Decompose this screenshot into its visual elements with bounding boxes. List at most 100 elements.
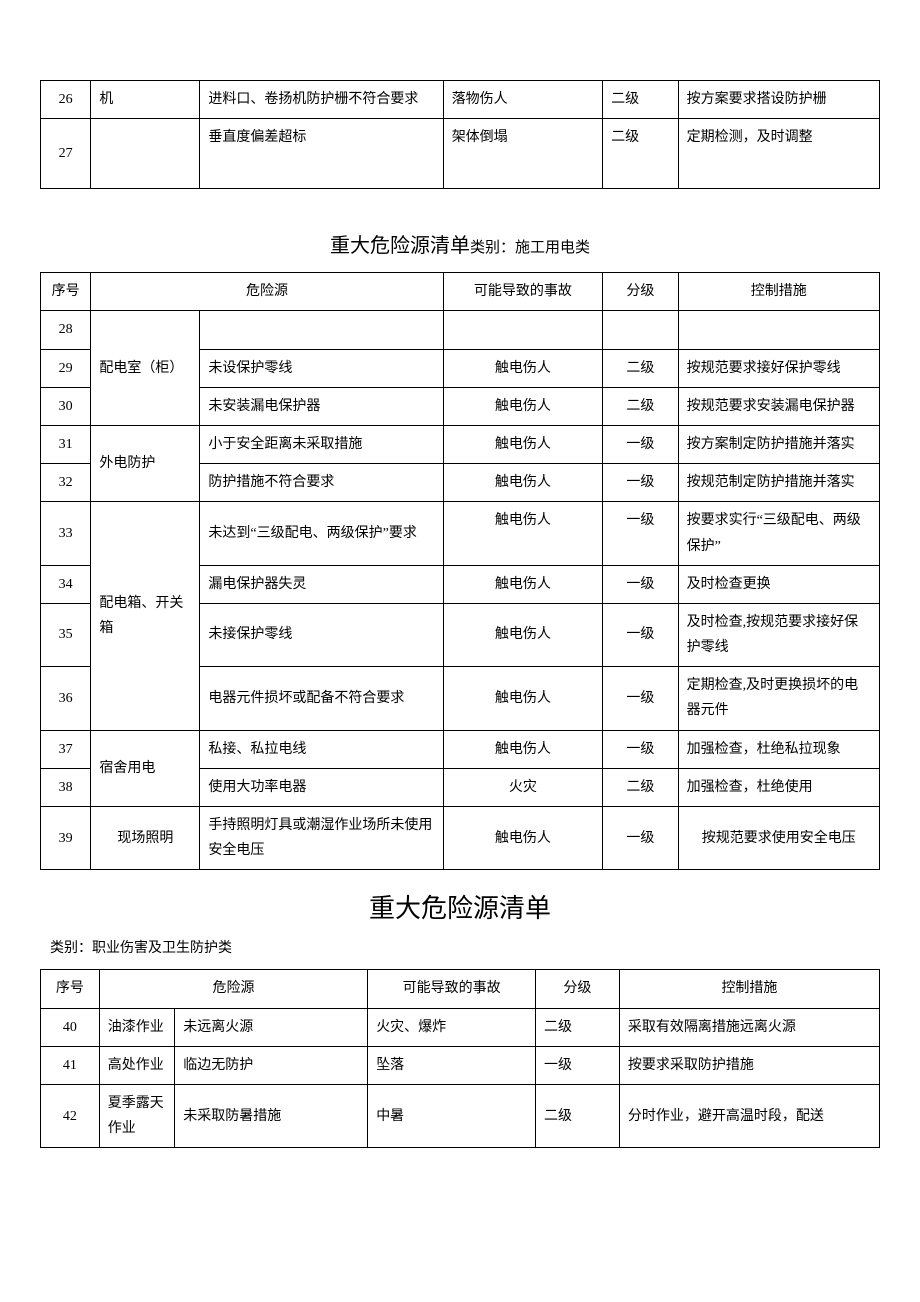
cell-control: 按方案要求搭设防护栅 xyxy=(678,81,879,119)
cell-control: 定期检测，及时调整 xyxy=(678,119,879,189)
cell-control: 按方案制定防护措施并落实 xyxy=(678,425,879,463)
cell-seq: 37 xyxy=(41,730,91,768)
cell-accident: 触电伤人 xyxy=(443,730,602,768)
cell-grade: 二级 xyxy=(603,81,679,119)
cell-accident: 触电伤人 xyxy=(443,425,602,463)
cell-hazard: 使用大功率电器 xyxy=(200,768,443,806)
header-grade: 分级 xyxy=(535,970,619,1008)
cell-hazard: 未达到“三级配电、两级保护”要求 xyxy=(200,502,443,565)
table-row: 31 外电防护 小于安全距离未采取措施 触电伤人 一级 按方案制定防护措施并落实 xyxy=(41,425,880,463)
table-row: 40 油漆作业 未远离火源 火灾、爆炸 二级 采取有效隔离措施远离火源 xyxy=(41,1008,880,1046)
cell-seq: 40 xyxy=(41,1008,100,1046)
cell-seq: 38 xyxy=(41,768,91,806)
cell-accident: 触电伤人 xyxy=(443,565,602,603)
cell-grade: 二级 xyxy=(603,349,679,387)
cell-seq: 39 xyxy=(41,807,91,870)
cell-control: 加强检查，杜绝私拉现象 xyxy=(678,730,879,768)
cell-hazard xyxy=(200,311,443,349)
cell-grade: 二级 xyxy=(603,768,679,806)
cell-category: 机 xyxy=(91,81,200,119)
cell-grade: 一级 xyxy=(603,565,679,603)
cell-hazard: 防护措施不符合要求 xyxy=(200,464,443,502)
cell-accident: 架体倒塌 xyxy=(443,119,602,189)
cell-hazard: 私接、私拉电线 xyxy=(200,730,443,768)
cell-accident: 触电伤人 xyxy=(443,807,602,870)
cell-grade: 一级 xyxy=(603,730,679,768)
cell-grade: 二级 xyxy=(603,119,679,189)
cell-seq: 28 xyxy=(41,311,91,349)
cell-seq: 27 xyxy=(41,119,91,189)
cell-grade: 一级 xyxy=(535,1046,619,1084)
cell-seq: 30 xyxy=(41,387,91,425)
cell-seq: 41 xyxy=(41,1046,100,1084)
table-row: 27 垂直度偏差超标 架体倒塌 二级 定期检测，及时调整 xyxy=(41,119,880,189)
cell-category: 夏季露天作业 xyxy=(99,1084,175,1147)
cell-category: 高处作业 xyxy=(99,1046,175,1084)
cell-accident: 落物伤人 xyxy=(443,81,602,119)
cell-category xyxy=(91,119,200,189)
header-control: 控制措施 xyxy=(619,970,879,1008)
cell-control: 按规范要求安装漏电保护器 xyxy=(678,387,879,425)
cell-accident: 坠落 xyxy=(368,1046,536,1084)
header-hazard: 危险源 xyxy=(91,273,443,311)
cell-control: 定期检查,及时更换损坏的电器元件 xyxy=(678,667,879,730)
table-row: 37 宿舍用电 私接、私拉电线 触电伤人 一级 加强检查，杜绝私拉现象 xyxy=(41,730,880,768)
hazard-table-1: 26 机 进料口、卷扬机防护栅不符合要求 落物伤人 二级 按方案要求搭设防护栅 … xyxy=(40,80,880,189)
section-title-3: 重大危险源清单 xyxy=(40,888,880,925)
cell-accident: 火灾、爆炸 xyxy=(368,1008,536,1046)
cell-seq: 33 xyxy=(41,502,91,565)
cell-seq: 26 xyxy=(41,81,91,119)
section-title-2: 重大危险源清单类别：施工用电类 xyxy=(40,229,880,258)
cell-control: 按要求采取防护措施 xyxy=(619,1046,879,1084)
cell-grade xyxy=(603,311,679,349)
header-control: 控制措施 xyxy=(678,273,879,311)
cell-seq: 35 xyxy=(41,603,91,666)
cell-hazard: 垂直度偏差超标 xyxy=(200,119,443,189)
table-row: 42 夏季露天作业 未采取防暑措施 中暑 二级 分时作业，避开高温时段，配送 xyxy=(41,1084,880,1147)
title-category: 类别：施工用电类 xyxy=(470,240,590,256)
title-main: 重大危险源清单 xyxy=(330,235,470,257)
cell-grade: 二级 xyxy=(535,1084,619,1147)
cell-control: 按要求实行“三级配电、两级保护” xyxy=(678,502,879,565)
table-header-row: 序号 危险源 可能导致的事故 分级 控制措施 xyxy=(41,273,880,311)
cell-grade: 一级 xyxy=(603,464,679,502)
hazard-table-3: 序号 危险源 可能导致的事故 分级 控制措施 40 油漆作业 未远离火源 火灾、… xyxy=(40,969,880,1148)
cell-control: 加强检查，杜绝使用 xyxy=(678,768,879,806)
cell-accident: 火灾 xyxy=(443,768,602,806)
cell-grade: 一级 xyxy=(603,425,679,463)
table-row: 33 配电箱、开关箱 未达到“三级配电、两级保护”要求 触电伤人 一级 按要求实… xyxy=(41,502,880,565)
header-hazard: 危险源 xyxy=(99,970,367,1008)
cell-seq: 42 xyxy=(41,1084,100,1147)
cell-accident: 触电伤人 xyxy=(443,464,602,502)
cell-control: 分时作业，避开高温时段，配送 xyxy=(619,1084,879,1147)
cell-category: 油漆作业 xyxy=(99,1008,175,1046)
table-row: 28 配电室（柜） xyxy=(41,311,880,349)
cell-grade: 二级 xyxy=(603,387,679,425)
cell-control: 及时检查,按规范要求接好保护零线 xyxy=(678,603,879,666)
cell-accident: 触电伤人 xyxy=(443,603,602,666)
cell-category: 现场照明 xyxy=(91,807,200,870)
cell-grade: 一级 xyxy=(603,807,679,870)
table-row: 41 高处作业 临边无防护 坠落 一级 按要求采取防护措施 xyxy=(41,1046,880,1084)
hazard-table-2: 序号 危险源 可能导致的事故 分级 控制措施 28 配电室（柜） 29 未设保护… xyxy=(40,272,880,870)
cell-hazard: 手持照明灯具或潮湿作业场所未使用安全电压 xyxy=(200,807,443,870)
cell-seq: 34 xyxy=(41,565,91,603)
cell-hazard: 临边无防护 xyxy=(175,1046,368,1084)
cell-accident: 触电伤人 xyxy=(443,502,602,565)
cell-hazard: 进料口、卷扬机防护栅不符合要求 xyxy=(200,81,443,119)
cell-accident: 触电伤人 xyxy=(443,349,602,387)
cell-seq: 29 xyxy=(41,349,91,387)
cell-control: 按规范要求使用安全电压 xyxy=(678,807,879,870)
table-row: 39 现场照明 手持照明灯具或潮湿作业场所未使用安全电压 触电伤人 一级 按规范… xyxy=(41,807,880,870)
cell-seq: 36 xyxy=(41,667,91,730)
cell-control: 及时检查更换 xyxy=(678,565,879,603)
cell-hazard: 漏电保护器失灵 xyxy=(200,565,443,603)
section-category-3: 类别：职业伤害及卫生防护类 xyxy=(50,937,880,957)
header-seq: 序号 xyxy=(41,273,91,311)
cell-category: 外电防护 xyxy=(91,425,200,501)
cell-hazard: 未接保护零线 xyxy=(200,603,443,666)
cell-hazard: 电器元件损坏或配备不符合要求 xyxy=(200,667,443,730)
cell-accident xyxy=(443,311,602,349)
cell-accident: 触电伤人 xyxy=(443,387,602,425)
table-header-row: 序号 危险源 可能导致的事故 分级 控制措施 xyxy=(41,970,880,1008)
